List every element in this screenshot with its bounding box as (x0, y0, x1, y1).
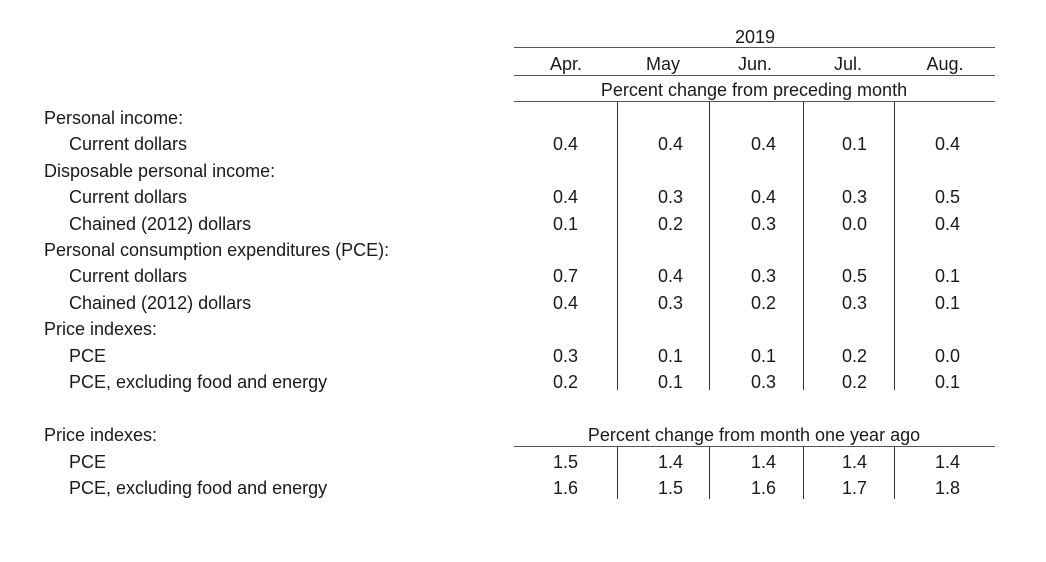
value-cell: 0.5 (841, 266, 867, 287)
value-cell: 1.5 (657, 478, 683, 499)
value-cell: 0.1 (934, 292, 960, 313)
subheader-preceding-month: Percent change from preceding month (600, 80, 908, 100)
value-cell: 0.3 (552, 345, 578, 366)
value-cell: 0.4 (934, 213, 960, 234)
value-cell: 0.2 (657, 213, 683, 234)
value-cell: 1.4 (750, 452, 776, 472)
value-cell: 0.2 (552, 372, 578, 392)
column-divider-3 (803, 102, 804, 390)
month-rule (514, 75, 995, 76)
value-cell: 0.0 (841, 213, 867, 234)
value-cell: 0.4 (934, 134, 960, 155)
subheader-year-ago: Percent change from month one year ago (587, 425, 921, 445)
value-cell: 0.1 (934, 266, 960, 287)
column-divider-1 (617, 102, 618, 390)
value-cell: 0.4 (657, 266, 683, 287)
value-cell: 0.4 (552, 134, 578, 155)
value-cell: 0.1 (934, 372, 960, 392)
value-cell: 0.4 (750, 187, 776, 208)
column-divider-2 (709, 102, 710, 390)
value-cell: 0.3 (841, 292, 867, 313)
value-cell: 1.6 (552, 478, 578, 499)
year-header: 2019 (734, 27, 776, 47)
row-label: PCE, excluding food and energy (69, 372, 328, 392)
row-label: Current dollars (69, 266, 188, 287)
row-label: Chained (2012) dollars (69, 292, 252, 313)
year-rule (514, 47, 995, 48)
row-label: PCE (69, 345, 107, 366)
subheader-rule (514, 101, 995, 102)
month-header-apr: Apr. (549, 54, 583, 74)
row-label: Current dollars (69, 187, 188, 208)
value-cell: 0.3 (657, 292, 683, 313)
value-cell: 0.3 (750, 372, 776, 392)
value-cell: 0.3 (841, 187, 867, 208)
value-cell: 1.4 (934, 452, 960, 472)
row-label: Personal consumption expenditures (PCE): (44, 240, 390, 260)
value-cell: 0.0 (934, 345, 960, 366)
value-cell: 0.7 (552, 266, 578, 287)
column-divider-5 (617, 447, 618, 499)
value-cell: 0.2 (841, 345, 867, 366)
value-cell: 0.3 (750, 213, 776, 234)
value-cell: 0.4 (552, 292, 578, 313)
value-cell: 1.8 (934, 478, 960, 499)
value-cell: 0.1 (657, 345, 683, 366)
column-divider-4 (894, 102, 895, 390)
value-cell: 0.1 (657, 372, 683, 392)
month-header-aug: Aug. (926, 54, 964, 74)
value-cell: 0.3 (657, 187, 683, 208)
column-divider-7 (803, 447, 804, 499)
value-cell: 1.5 (552, 452, 578, 472)
value-cell: 1.7 (841, 478, 867, 499)
value-cell: 0.1 (750, 345, 776, 366)
value-cell: 0.4 (657, 134, 683, 155)
subheader-2-rule (514, 446, 995, 447)
value-cell: 0.2 (750, 292, 776, 313)
column-divider-6 (709, 447, 710, 499)
row-label: Current dollars (69, 134, 188, 155)
month-header-jun: Jun. (737, 54, 773, 74)
month-header-jul: Jul. (833, 54, 863, 74)
row-label: Chained (2012) dollars (69, 213, 252, 234)
value-cell: 0.4 (552, 187, 578, 208)
value-cell: 0.4 (750, 134, 776, 155)
row-label: Price indexes: (44, 319, 158, 340)
value-cell: 0.1 (841, 134, 867, 155)
value-cell: 1.6 (750, 478, 776, 499)
value-cell: 1.4 (841, 452, 867, 472)
value-cell: 0.2 (841, 372, 867, 392)
value-cell: 0.3 (750, 266, 776, 287)
row-label: PCE (69, 452, 107, 472)
row-label: Disposable personal income: (44, 160, 276, 181)
value-cell: 0.1 (552, 213, 578, 234)
column-divider-8 (894, 447, 895, 499)
value-cell: 0.5 (934, 187, 960, 208)
section-2-heading: Price indexes: (44, 425, 158, 445)
value-cell: 1.4 (657, 452, 683, 472)
row-label: PCE, excluding food and energy (69, 478, 328, 499)
row-label: Personal income: (44, 108, 184, 128)
month-header-may: May (645, 54, 681, 74)
